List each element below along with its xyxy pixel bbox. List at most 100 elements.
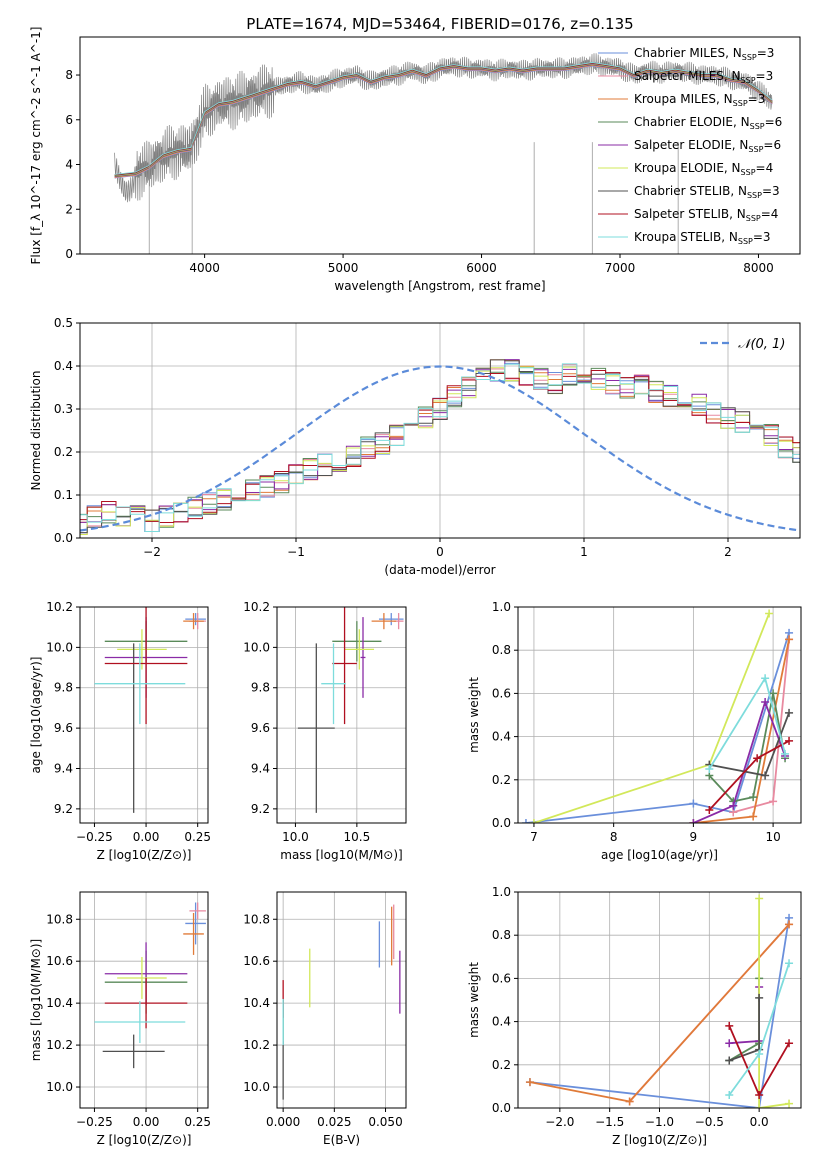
marker-plus <box>749 812 758 821</box>
tick-label-y: 0.8 <box>492 643 511 657</box>
tick-label-y: 10.0 <box>46 1080 73 1094</box>
tick-label-y: 10.4 <box>46 996 73 1010</box>
tick-label-y: 10.4 <box>243 996 270 1010</box>
tick-label-x: 0.00 <box>133 1115 160 1129</box>
tick-label-y: 0.3 <box>54 402 73 416</box>
axes-frame <box>79 36 801 255</box>
tick-label-x: 10.5 <box>343 830 370 844</box>
marker-plus <box>725 1056 734 1065</box>
axes-frame <box>79 891 209 1109</box>
residual-histogram <box>80 370 800 523</box>
marker-plus <box>755 1050 764 1058</box>
mass-weight-line <box>693 639 790 823</box>
chart-residuals: −2 −1 0 1 2 0.0 0.1 0.2 0.3 0.4 0.5 (data-model)/er… <box>29 316 801 577</box>
tick-label-x: 0.000 <box>266 1115 300 1129</box>
tick-label-y: 10.2 <box>46 1038 73 1052</box>
axis-label-x: age [log10(age/yr)] <box>601 848 718 862</box>
tick-label-y: 10.6 <box>46 954 73 968</box>
chart-spectrum: 4000 5000 6000 7000 8000 0 2 4 6 8 wavelength [Ang… <box>29 27 801 293</box>
tick-label-x: −0.25 <box>76 830 113 844</box>
chart-mass-vs-EBV: 0.000 0.025 0.050 10.0 10.2 10.4 10.6 10.8 E(B-V… <box>243 891 407 1147</box>
tick-label-y: 0.8 <box>492 928 511 942</box>
tick-label-y: 0.4 <box>54 359 73 373</box>
legend-value: =6 <box>765 115 783 129</box>
axis-label-y: mass [log10(M/M⊙)] <box>29 939 43 1061</box>
axis-label-x: (data-model)/error <box>384 563 495 577</box>
tick-label-x: 0.00 <box>133 830 160 844</box>
tick-label-y: 10.0 <box>243 640 270 654</box>
tick-label-x: 4000 <box>189 261 220 275</box>
axes-frame <box>79 606 209 824</box>
tick-label-x: 0.025 <box>317 1115 351 1129</box>
plots-container: 4000 5000 6000 7000 8000 0 2 4 6 8 wavelength [Ang… <box>29 27 802 1147</box>
tick-label-x: −1.0 <box>645 1115 674 1129</box>
tick-label-x: −1 <box>287 545 305 559</box>
legend-entry: 𝒩(0, 1) <box>738 337 785 352</box>
marker-plus <box>785 1099 794 1108</box>
legend-subscript: SSP <box>741 168 756 177</box>
axis-label-y: mass weight <box>467 962 481 1038</box>
mass-weight-line <box>728 978 760 1062</box>
legend-entry: Kroupa MILES, NSSP=3 <box>634 92 765 108</box>
tick-label-y: 10.8 <box>46 912 73 926</box>
residual-histogram <box>80 364 800 535</box>
tick-label-y: 0.0 <box>492 1101 511 1115</box>
legend-entry: Chabrier ELODIE, NSSP=6 <box>634 115 782 131</box>
axis-label-y: mass weight <box>467 677 481 753</box>
gaussian-curve <box>80 365 800 532</box>
plot-area <box>525 894 794 1108</box>
marker-plus <box>749 793 758 802</box>
marker-plus <box>753 754 762 763</box>
tick-label-y: 1.0 <box>492 885 511 899</box>
marker-plus <box>705 765 714 773</box>
marker-plus <box>785 736 794 745</box>
axis-label-y: Flux [f_λ 10^-17 erg cm^-2 s^-1 A^-1] <box>29 27 43 265</box>
marker-plus <box>625 1097 634 1106</box>
tick-label-y: 10.0 <box>46 640 73 654</box>
tick-label-y: 10.0 <box>243 1080 270 1094</box>
legend-subscript: SSP <box>750 122 765 131</box>
mass-weight-line <box>533 613 770 823</box>
tick-label-y: 0.2 <box>492 773 511 787</box>
residual-histogram <box>80 366 800 535</box>
tick-label-y: 10.2 <box>243 1038 270 1052</box>
tick-label-x: 7000 <box>605 261 636 275</box>
model-line <box>114 62 773 175</box>
tick-label-y: 1.0 <box>492 600 511 614</box>
tick-label-y: 10.2 <box>46 600 73 614</box>
chart-age-vs-Z: −0.25 0.00 0.25 9.2 9.4 9.6 9.8 10.0 10.2 Z [log1… <box>29 600 211 862</box>
marker-plus <box>785 635 794 644</box>
legend-value: =3 <box>762 184 780 198</box>
tick-label-y: 6 <box>65 113 73 127</box>
residual-histogram <box>80 359 800 523</box>
legend-value: =4 <box>756 161 774 175</box>
tick-label-x: 7 <box>530 830 538 844</box>
legend-value: =3 <box>748 92 766 106</box>
tick-label-x: 8000 <box>743 261 774 275</box>
axes-frame <box>517 891 802 1109</box>
tick-label-y: 9.6 <box>251 721 270 735</box>
marker-plus <box>521 819 530 823</box>
tick-label-x: 0.25 <box>184 1115 211 1129</box>
tick-label-y: 2 <box>65 202 73 216</box>
tick-label-y: 9.4 <box>54 761 73 775</box>
legend-value: =4 <box>761 207 779 221</box>
legend-entry: Chabrier STELIB, NSSP=3 <box>634 184 780 200</box>
tick-label-y: 8 <box>65 68 73 82</box>
tick-label-y: 9.2 <box>251 802 270 816</box>
tick-label-x: 0.050 <box>368 1115 402 1129</box>
marker-plus <box>725 1091 734 1100</box>
marker-plus <box>525 1078 534 1087</box>
tick-label-y: 4 <box>65 158 73 172</box>
marker-plus <box>755 1091 764 1100</box>
tick-label-x: 5000 <box>328 261 359 275</box>
mass-weight-line <box>529 917 790 1108</box>
tick-label-x: 9 <box>690 830 698 844</box>
tick-label-y: 0.5 <box>54 316 73 330</box>
tick-label-x: 1 <box>580 545 588 559</box>
axes-frame <box>79 322 801 539</box>
legend-entry: Kroupa STELIB, NSSP=3 <box>634 230 771 246</box>
marker-plus <box>781 749 790 758</box>
tick-label-x: −0.5 <box>695 1115 724 1129</box>
